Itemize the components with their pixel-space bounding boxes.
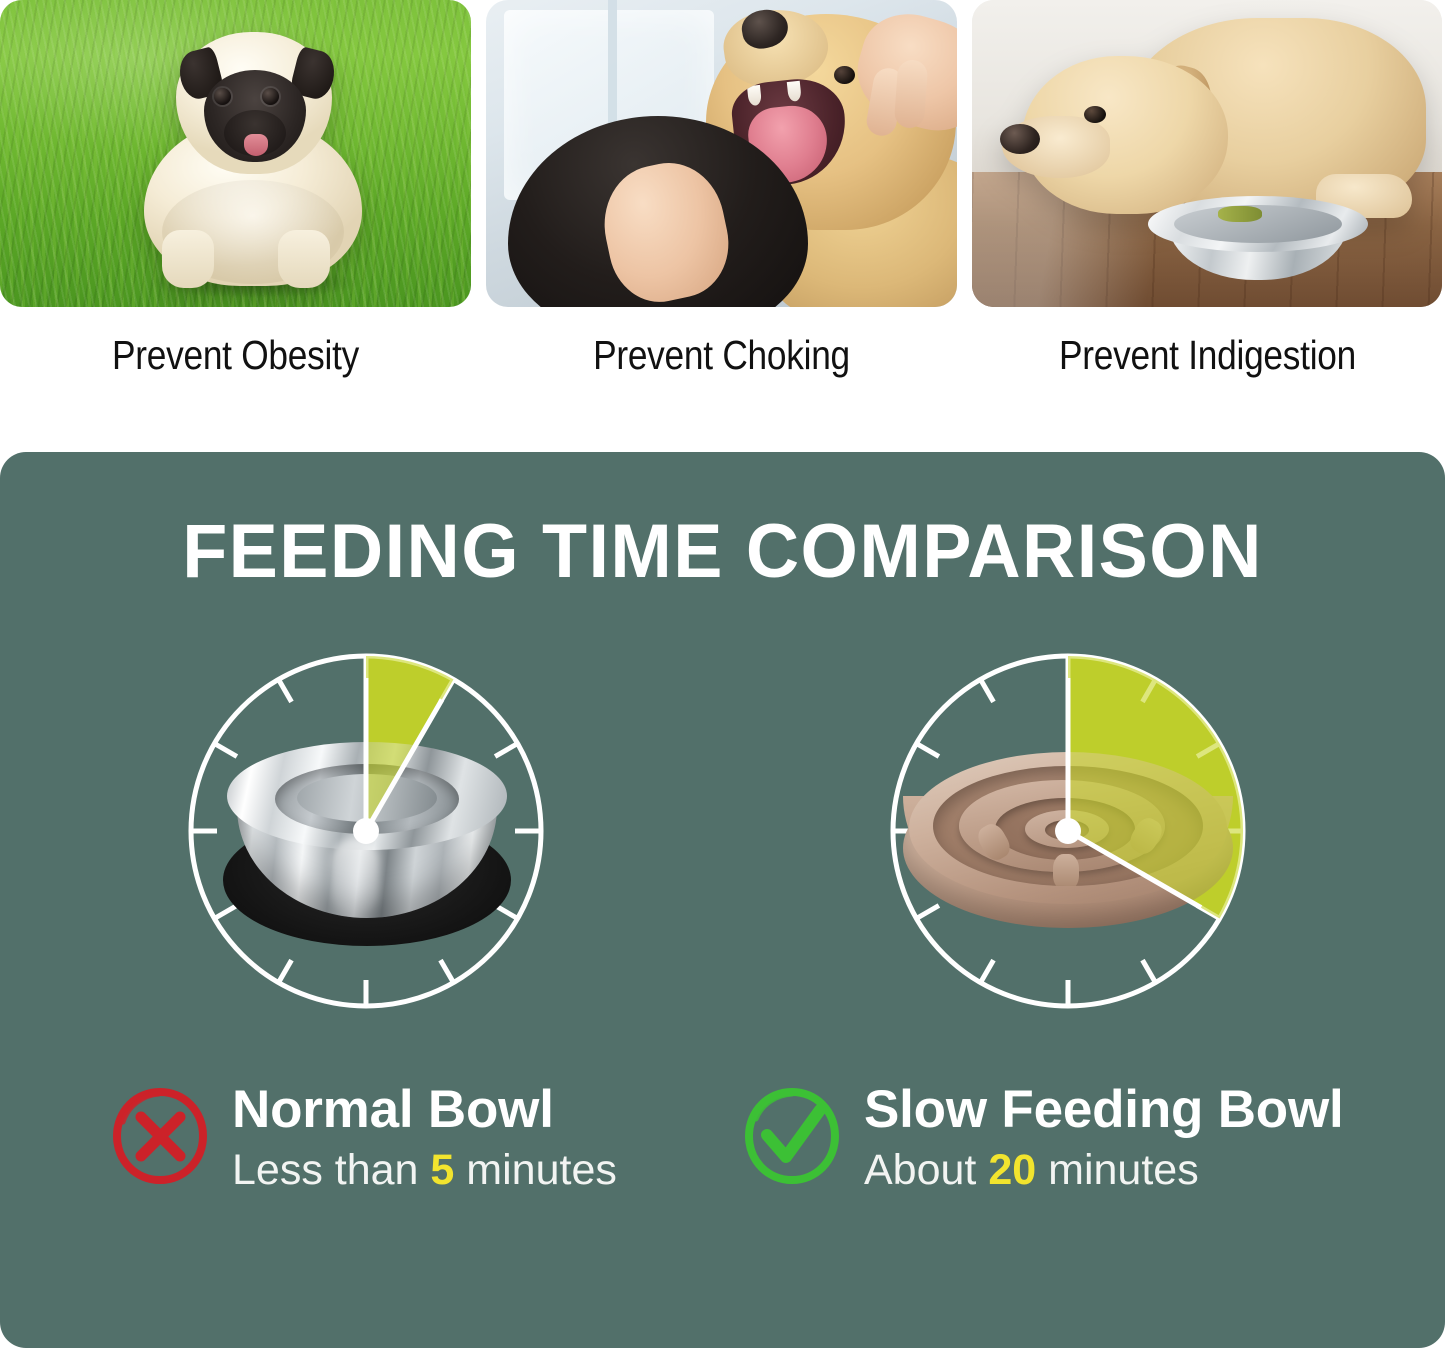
benefits-strip: Prevent Obesity: [0, 0, 1445, 440]
result-sub-suffix: minutes: [466, 1146, 617, 1194]
page-title: FEEDING TIME COMPARISON: [182, 509, 1263, 594]
result-sub-prefix: Less than: [232, 1146, 419, 1194]
benefit-card-prevent-indigestion: Prevent Indigestion: [972, 0, 1444, 440]
clock-hands: [363, 678, 445, 833]
comparison-side-slow-feeding-bowl: [745, 648, 1385, 1028]
red-cross-circle-icon: [112, 1087, 208, 1185]
result-subtitle: About 20 minutes: [864, 1144, 1344, 1196]
labrador-illustration: [996, 14, 1426, 250]
clock-center-hub: [1055, 818, 1081, 844]
result-sub-value: 20: [988, 1146, 1037, 1194]
benefit-caption: Prevent Indigestion: [1059, 332, 1356, 378]
result-sub-suffix: minutes: [1048, 1146, 1199, 1194]
clock-center-hub: [353, 818, 379, 844]
feeding-time-comparison-panel: FEEDING TIME COMPARISON: [0, 452, 1445, 1348]
clock-hands-overlay-svg: [353, 656, 454, 844]
clock-wedge-overlay: [366, 656, 454, 831]
result-sub-value: 5: [430, 1146, 455, 1194]
result-subtitle: Less than 5 minutes: [232, 1144, 617, 1196]
photo-prevent-obesity: [0, 0, 471, 307]
green-check-circle-icon: [744, 1087, 840, 1185]
benefit-caption: Prevent Obesity: [112, 332, 359, 378]
benefit-card-prevent-obesity: Prevent Obesity: [0, 0, 472, 440]
result-text-block: Slow Feeding Bowl About 20 minutes: [864, 1080, 1344, 1196]
result-text-block: Normal Bowl Less than 5 minutes: [232, 1080, 617, 1196]
clock-hands-overlay-svg: [1055, 656, 1244, 919]
result-title: Slow Feeding Bowl: [864, 1080, 1344, 1139]
fat-pug-illustration: [128, 24, 378, 298]
clock-slow-feeding-bowl: [885, 648, 1251, 1014]
comparison-side-normal-bowl: [43, 648, 683, 1028]
clock-wedge-overlay: [1068, 656, 1244, 919]
result-sub-prefix: About: [864, 1146, 977, 1194]
clock-normal-bowl: [183, 648, 549, 1014]
steel-bowl-illustration: [1148, 196, 1368, 290]
photo-prevent-indigestion: [972, 0, 1442, 307]
photo-prevent-choking: [486, 0, 957, 307]
result-title: Normal Bowl: [232, 1080, 554, 1139]
clock-hands: [1065, 678, 1203, 910]
benefit-caption: Prevent Choking: [593, 332, 850, 378]
result-slow-feeding-bowl: Slow Feeding Bowl About 20 minutes: [742, 1080, 1402, 1200]
benefit-card-prevent-choking: Prevent Choking: [486, 0, 958, 440]
result-normal-bowl: Normal Bowl Less than 5 minutes: [110, 1080, 730, 1200]
